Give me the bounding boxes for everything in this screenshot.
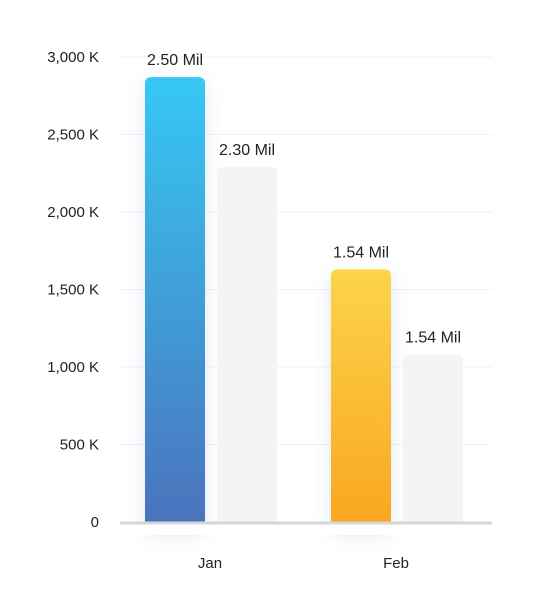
y-tick-label: 1,000 K bbox=[47, 359, 99, 376]
data-label-feb-series-1: 1.54 Mil bbox=[333, 244, 389, 261]
bars bbox=[120, 77, 492, 535]
x-tick-label-jan: Jan bbox=[198, 555, 222, 572]
y-tick-label: 2,000 K bbox=[47, 204, 99, 221]
data-labels: 2.50 Mil 2.30 Mil 1.54 Mil 1.54 Mil bbox=[147, 52, 461, 346]
data-label-feb-series-2: 1.54 Mil bbox=[405, 330, 461, 347]
y-tick-label: 1,500 K bbox=[47, 282, 99, 299]
bar-jan-series-2 bbox=[217, 167, 277, 529]
y-tick-label: 2,500 K bbox=[47, 127, 99, 144]
axis-mask bbox=[120, 523, 492, 535]
y-tick-label: 0 bbox=[91, 514, 99, 531]
x-tick-label-feb: Feb bbox=[383, 555, 409, 572]
data-label-jan-series-1: 2.50 Mil bbox=[147, 52, 203, 69]
y-tick-label: 3,000 K bbox=[47, 49, 99, 66]
y-axis-ticks: 0 500 K 1,000 K 1,500 K 2,000 K 2,500 K 3,000 … bbox=[47, 49, 99, 531]
data-label-jan-series-2: 2.30 Mil bbox=[219, 142, 275, 159]
y-tick-label: 500 K bbox=[60, 437, 99, 454]
bar-jan-series-1 bbox=[145, 77, 205, 529]
x-axis-ticks: Jan Feb bbox=[198, 555, 409, 572]
bar-feb-series-1 bbox=[331, 269, 391, 528]
bar-feb-series-2 bbox=[403, 354, 463, 528]
